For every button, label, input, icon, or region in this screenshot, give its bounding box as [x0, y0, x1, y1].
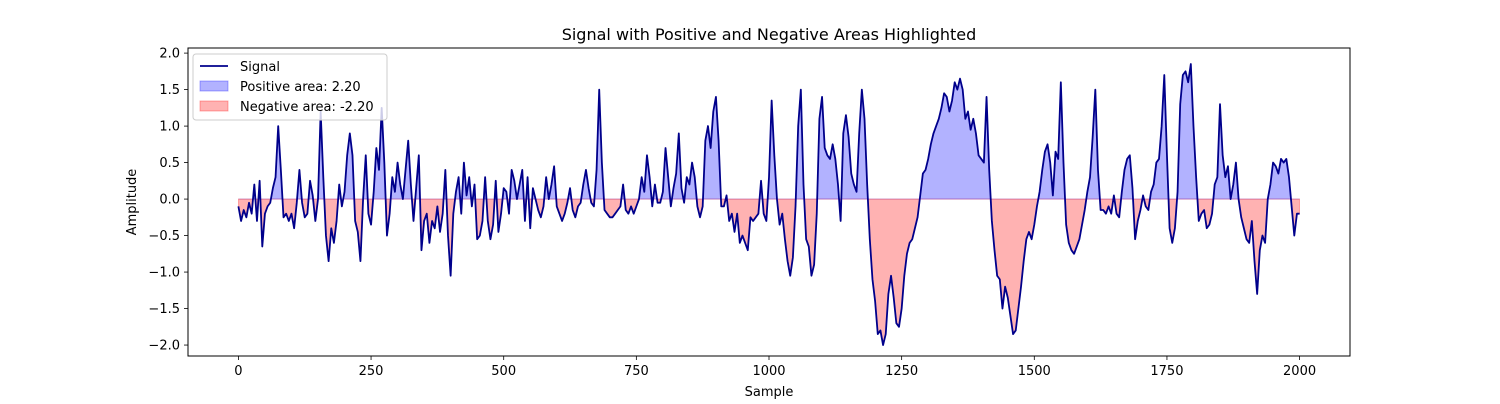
legend-positive-label: Positive area: 2.20 [240, 80, 361, 95]
x-tick-label: 0 [234, 364, 242, 379]
legend-negative-label: Negative area: -2.20 [240, 100, 374, 115]
legend-box [192, 53, 388, 121]
x-tick-label: 2000 [1283, 364, 1316, 379]
x-tick-label: 1750 [1150, 364, 1183, 379]
legend-negative-swatch [199, 100, 229, 112]
y-tick-label: −1.0 [148, 266, 180, 281]
y-tick-label: 1.0 [159, 120, 180, 135]
plot-area [237, 63, 1300, 346]
y-tick-label: 0.5 [159, 156, 180, 171]
x-tick-label: 250 [359, 364, 384, 379]
chart-title: Signal with Positive and Negative Areas … [562, 25, 977, 44]
x-tick-label: 1500 [1018, 364, 1051, 379]
y-tick-label: 0.0 [159, 193, 180, 208]
x-tick-label: 1000 [752, 364, 785, 379]
y-axis-label: Amplitude [125, 169, 140, 236]
y-tick-label: 2.0 [159, 47, 180, 62]
axis-ticks: 0 250 500 750 1000 1250 1500 1750 2000 −2.0 −1.5 −1… [148, 47, 1316, 379]
legend-positive-swatch [199, 80, 229, 92]
x-tick-label: 1250 [885, 364, 918, 379]
legend-signal-label: Signal [240, 60, 280, 75]
y-tick-label: −2.0 [148, 339, 180, 354]
x-axis-label: Sample [745, 385, 794, 400]
signal-line [237, 63, 1300, 346]
x-tick-label: 500 [491, 364, 516, 379]
x-tick-label: 750 [624, 364, 649, 379]
y-tick-label: −0.5 [148, 229, 180, 244]
y-tick-label: 1.5 [159, 83, 180, 98]
legend: Signal Positive area: 2.20 Negative area… [192, 53, 388, 121]
y-tick-label: −1.5 [148, 302, 180, 317]
